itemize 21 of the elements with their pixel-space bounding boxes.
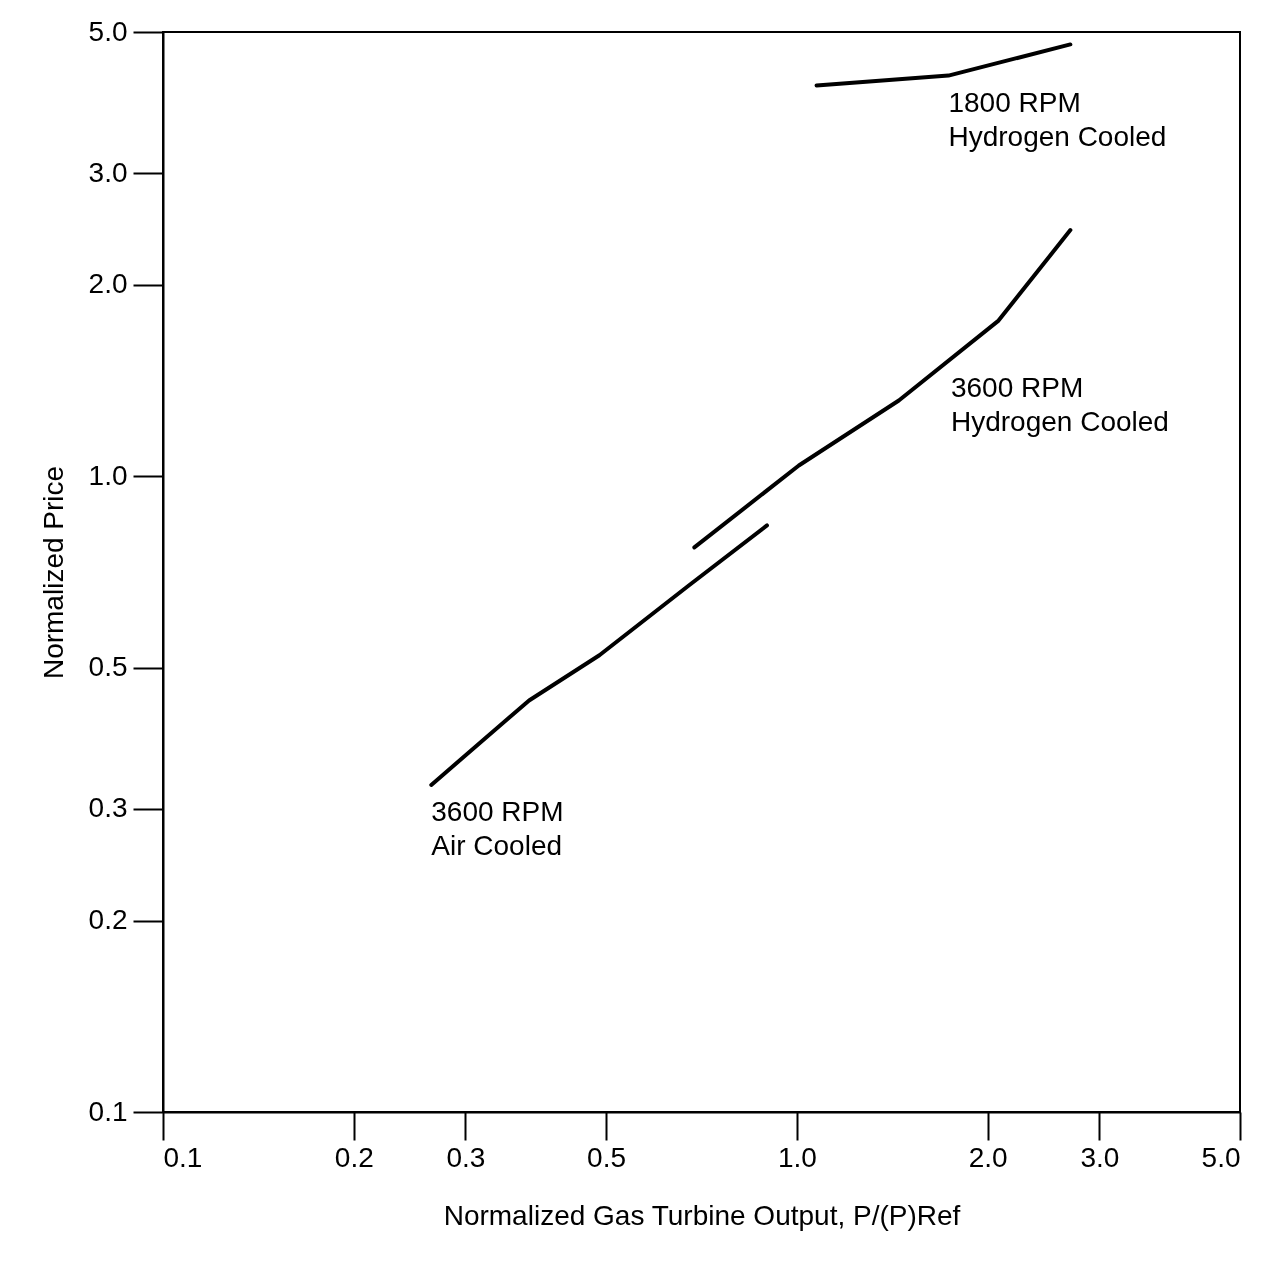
x-tick-label: 3.0	[1080, 1141, 1120, 1173]
y-tick-label: 0.1	[88, 1095, 128, 1127]
x-tick-label: 2.0	[968, 1141, 1008, 1173]
x-tick-label: 0.2	[334, 1141, 374, 1173]
x-tick-label: 1.0	[777, 1141, 817, 1173]
x-tick-label: 0.3	[446, 1141, 486, 1173]
y-tick-label: 3.0	[88, 156, 128, 188]
x-tick-label: 0.1	[163, 1141, 203, 1173]
y-tick-label: 0.3	[88, 792, 128, 824]
y-tick-label: 5.0	[88, 15, 128, 47]
annotation: 3600 RPM Hydrogen Cooled	[950, 371, 1169, 437]
y-tick-label: 0.5	[88, 651, 128, 683]
x-tick-label: 0.5	[587, 1141, 627, 1173]
annotation: 3600 RPM Air Cooled	[431, 795, 564, 861]
y-tick-label: 1.0	[88, 459, 128, 491]
x-axis-title: Normalized Gas Turbine Output, P/(P)Ref	[443, 1199, 961, 1231]
y-axis-title: Normalized Price	[37, 465, 69, 680]
y-tick-label: 0.2	[88, 904, 128, 936]
annotation: 1800 RPM Hydrogen Cooled	[948, 86, 1167, 152]
x-tick-label: 5.0	[1201, 1141, 1241, 1173]
y-tick-label: 2.0	[88, 268, 128, 300]
